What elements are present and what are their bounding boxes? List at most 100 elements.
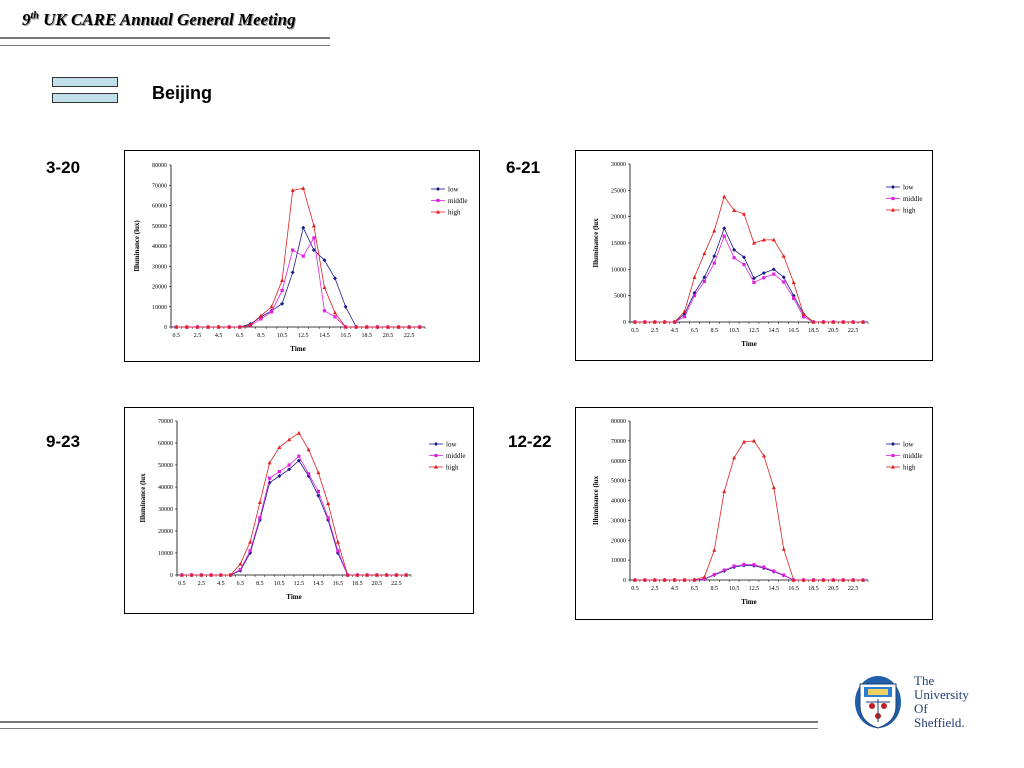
data-point-high xyxy=(316,470,321,475)
series-line-high xyxy=(634,440,864,581)
legend-marker-low xyxy=(891,185,895,189)
series-line-low xyxy=(176,226,420,328)
y-axis-title: Illuminance (lux xyxy=(592,475,600,525)
x-axis-title: Time xyxy=(741,340,756,348)
data-point-low xyxy=(343,304,348,309)
data-point-middle xyxy=(742,262,746,267)
x-tick-label: 20.5 xyxy=(372,581,383,587)
data-point-high xyxy=(662,577,667,582)
data-point-high xyxy=(771,485,776,490)
data-point-low xyxy=(791,293,796,298)
data-point-high xyxy=(343,324,348,329)
data-point-high xyxy=(751,240,756,245)
header-title-number: 9 xyxy=(22,10,31,29)
data-point-low xyxy=(751,276,756,281)
data-point-high xyxy=(267,460,272,465)
data-point-middle xyxy=(762,276,766,280)
x-tick-label: 4.5 xyxy=(671,328,679,334)
x-tick-label: 2.5 xyxy=(651,328,659,334)
x-tick-label: 2.5 xyxy=(651,586,659,592)
data-point-high xyxy=(277,445,282,449)
data-point-high xyxy=(692,577,697,582)
legend-marker-high xyxy=(891,464,895,469)
data-point-high xyxy=(811,577,816,582)
y-tick-label: 60000 xyxy=(152,204,167,210)
data-point-high xyxy=(174,324,179,329)
data-point-high xyxy=(791,280,796,285)
legend-label-high: high xyxy=(903,463,916,471)
data-point-low xyxy=(761,271,766,276)
y-tick-label: 30000 xyxy=(611,162,626,168)
data-point-low xyxy=(333,276,338,281)
x-tick-label: 22.5 xyxy=(391,581,402,587)
data-point-high xyxy=(248,322,253,327)
series-line-low xyxy=(634,227,864,323)
data-point-middle xyxy=(702,577,706,581)
legend-marker-middle xyxy=(891,453,895,458)
chart-3-20: 0 10000 20000 30000 40000 50000 60000 70000 8000… xyxy=(124,150,480,362)
logo-text-line-2: University xyxy=(914,687,969,702)
data-point-middle xyxy=(297,454,301,458)
data-point-middle xyxy=(307,472,311,476)
y-tick-label: 60000 xyxy=(158,441,173,447)
data-point-high xyxy=(269,304,274,309)
x-tick-label: 4.5 xyxy=(215,333,223,339)
series-line-high xyxy=(181,432,407,576)
data-point-middle xyxy=(792,296,796,300)
chart-svg-9-23: 0 10000 20000 30000 40000 50000 60000 70000 0.5 2… xyxy=(139,419,465,601)
date-label-3-20: 3-20 xyxy=(46,158,81,177)
data-point-high xyxy=(682,309,687,314)
data-point-high xyxy=(702,251,707,256)
data-point-high xyxy=(227,324,232,329)
y-tick-label: 10000 xyxy=(611,558,626,564)
data-point-middle xyxy=(682,315,687,319)
series-line-high xyxy=(634,195,864,323)
x-tick-label: 12.5 xyxy=(749,328,760,334)
data-point-middle xyxy=(238,567,242,572)
data-point-middle xyxy=(333,315,337,319)
x-tick-label: 22.5 xyxy=(404,333,415,339)
data-point-middle xyxy=(732,256,736,260)
data-point-high xyxy=(732,455,737,460)
legend-label-middle: middle xyxy=(448,197,467,205)
data-point-middle xyxy=(277,470,281,474)
data-point-high xyxy=(791,577,796,582)
legend-marker-high xyxy=(434,464,438,469)
x-tick-label: 20.5 xyxy=(828,586,839,592)
legend-label-middle: middle xyxy=(446,452,465,460)
data-point-high xyxy=(258,313,263,318)
data-point-middle xyxy=(772,569,776,573)
y-axis-title: Illuminance (lux xyxy=(592,218,600,268)
x-tick-label: 8.5 xyxy=(711,586,719,592)
y-tick-label: 0 xyxy=(170,573,173,579)
y-tick-label: 20000 xyxy=(152,285,167,291)
crest-icon xyxy=(855,676,901,729)
data-point-high xyxy=(722,489,727,494)
x-axis-title: Time xyxy=(286,593,301,601)
data-point-high xyxy=(306,447,311,452)
data-point-high xyxy=(861,577,866,582)
x-tick-label: 16.5 xyxy=(333,581,344,587)
data-point-high xyxy=(692,275,697,279)
legend-marker-middle xyxy=(434,453,438,458)
data-point-middle xyxy=(312,236,316,240)
legend-marker-low xyxy=(434,442,438,446)
legend-label-low: low xyxy=(448,185,459,193)
data-point-high xyxy=(821,319,826,324)
y-tick-label: 80000 xyxy=(611,419,626,425)
data-point-low xyxy=(311,248,316,253)
legend-label-middle: middle xyxy=(903,195,922,203)
x-tick-label: 14.5 xyxy=(769,328,780,334)
data-point-high xyxy=(781,253,786,258)
data-point-middle xyxy=(269,310,274,314)
data-point-high xyxy=(335,539,340,544)
x-tick-label: 8.5 xyxy=(257,333,265,339)
data-point-high xyxy=(189,572,194,577)
chart-9-23: 0 10000 20000 30000 40000 50000 60000 70000 0.5 2… xyxy=(124,407,474,614)
header-divider-bottom xyxy=(0,45,330,46)
legend-marker-high xyxy=(436,209,440,214)
data-point-high xyxy=(354,324,359,329)
footer-divider-bottom xyxy=(0,728,818,729)
x-tick-label: 12.5 xyxy=(294,581,305,587)
legend-marker-middle xyxy=(436,198,440,203)
